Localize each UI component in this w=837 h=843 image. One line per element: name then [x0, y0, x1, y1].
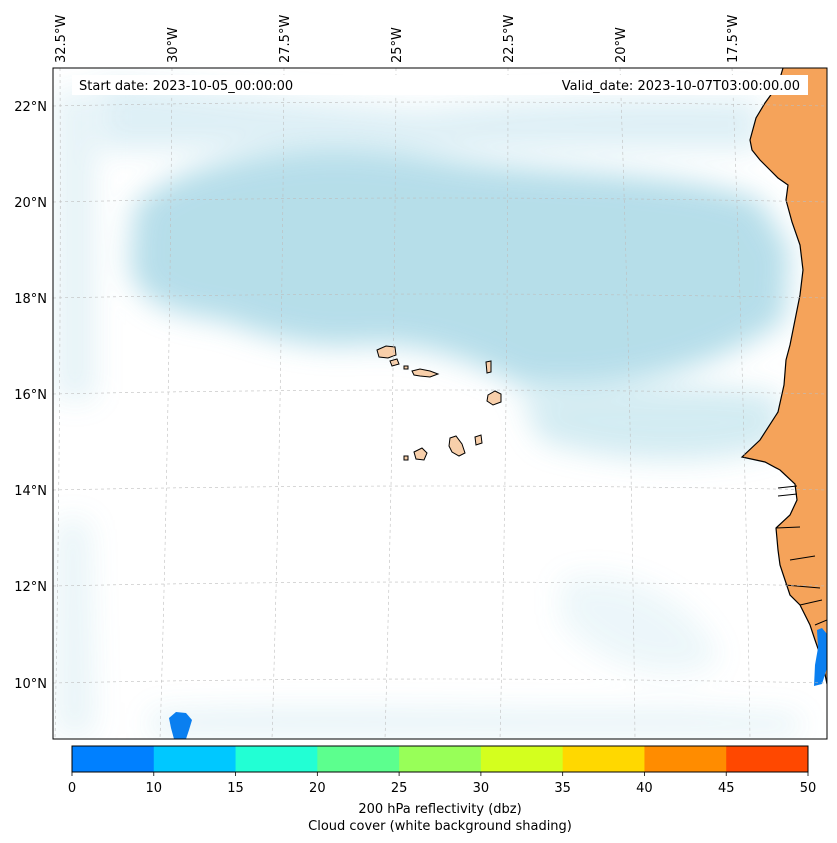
parallel-gridline	[53, 581, 827, 587]
longitude-tick-label: 22.5°W	[502, 15, 517, 63]
latitude-tick-label: 12°N	[14, 580, 47, 595]
cloud-cover-shading	[55, 80, 800, 735]
reflectivity-cells	[169, 628, 827, 739]
island-sao-nicolau	[411, 368, 440, 378]
latitude-tick-label: 10°N	[14, 677, 47, 692]
parallel-gridline	[53, 389, 827, 395]
colorbar-tick-label: 10	[146, 781, 163, 796]
colorbar-segment	[235, 746, 318, 772]
island-santo-antao	[376, 345, 397, 359]
reflectivity-cell-coast	[814, 628, 827, 686]
meridian-gridline	[619, 68, 636, 739]
cloud-band-south	[520, 387, 780, 460]
colorbar-segment	[726, 746, 809, 772]
longitude-tick-label: 25°W	[390, 27, 405, 63]
longitude-labels: 32.5°W 30°W 27.5°W 25°W 22.5°W 20°W 17.5°W	[54, 15, 741, 63]
colorbar-segments	[72, 746, 809, 772]
cape-verde-islands	[376, 345, 502, 461]
island-maio	[474, 434, 483, 446]
cloud-patch-southeast	[560, 574, 720, 675]
longitude-tick-label: 27.5°W	[278, 15, 293, 63]
start-date-label: Start date: 2023-10-05_00:00:00	[79, 79, 293, 94]
colorbar-tick-label: 40	[636, 781, 653, 796]
colorbar-tick-label: 45	[718, 781, 735, 796]
colorbar-tick-label: 30	[473, 781, 490, 796]
colorbar-frame	[71, 745, 809, 773]
colorbar-segment	[480, 746, 564, 772]
africa-coastline	[740, 68, 827, 685]
longitude-tick-label: 20°W	[614, 27, 629, 63]
colorbar-tick-label: 35	[554, 781, 571, 796]
colorbar-segment	[72, 746, 155, 772]
colorbar-ticks: 0 10 15 20 25 30 35 40 45 50	[68, 772, 816, 796]
parallel-gridline	[53, 678, 827, 684]
island-sal	[485, 360, 492, 374]
latitude-labels: 22°N 20°N 18°N 16°N 14°N 12°N 10°N	[14, 100, 47, 692]
latitude-tick-label: 16°N	[14, 388, 47, 403]
map-panel	[53, 68, 827, 739]
colorbar-tick-label: 15	[227, 781, 244, 796]
colorbar-tick-label: 50	[800, 781, 817, 796]
cloud-patch-west	[55, 90, 95, 400]
colorbar-segment	[317, 746, 400, 772]
meridian-gridline	[731, 68, 751, 739]
longitude-tick-label: 32.5°W	[54, 15, 69, 63]
cloud-patch-southwest	[55, 520, 95, 735]
latitude-tick-label: 22°N	[14, 100, 47, 115]
island-fogo	[413, 447, 428, 461]
colorbar: 0 10 15 20 25 30 35 40 45 50 200 hPa reflectivity…	[68, 745, 816, 834]
longitude-tick-label: 30°W	[166, 27, 181, 63]
cloud-patch-north	[100, 80, 760, 150]
colorbar-sublabel: Cloud cover (white background shading)	[308, 819, 572, 834]
longitude-tick-label: 17.5°W	[726, 15, 741, 63]
colorbar-tick-label: 20	[309, 781, 326, 796]
header-box	[72, 75, 808, 95]
valid-date-label: Valid_date: 2023-10-07T03:00:00.00	[562, 79, 800, 94]
parallel-gridline	[53, 197, 827, 203]
africa-land	[742, 68, 827, 684]
parallel-gridline	[53, 101, 827, 107]
gambia-border	[775, 485, 827, 626]
colorbar-tick-label: 0	[68, 781, 76, 796]
island-sao-vicente	[389, 358, 400, 367]
parallel-gridline	[53, 485, 827, 491]
gridlines	[53, 68, 827, 739]
colorbar-label: 200 hPa reflectivity (dbz)	[358, 802, 521, 817]
colorbar-segment	[399, 746, 482, 772]
parallel-gridline	[53, 293, 827, 299]
latitude-tick-label: 18°N	[14, 292, 47, 307]
colorbar-segment	[562, 746, 645, 772]
island-santiago	[448, 435, 466, 457]
latitude-tick-label: 14°N	[14, 484, 47, 499]
colorbar-tick-label: 25	[391, 781, 408, 796]
map-frame	[52, 67, 828, 740]
colorbar-segment	[153, 746, 237, 772]
cloud-patch-south-edge	[150, 708, 800, 735]
island-santa-luzia	[403, 365, 409, 370]
cloud-band-main	[130, 150, 790, 387]
reflectivity-cell-southwest	[169, 712, 192, 739]
island-boa-vista	[486, 390, 502, 406]
island-brava	[403, 455, 409, 461]
colorbar-segment	[644, 746, 727, 772]
latitude-tick-label: 20°N	[14, 196, 47, 211]
